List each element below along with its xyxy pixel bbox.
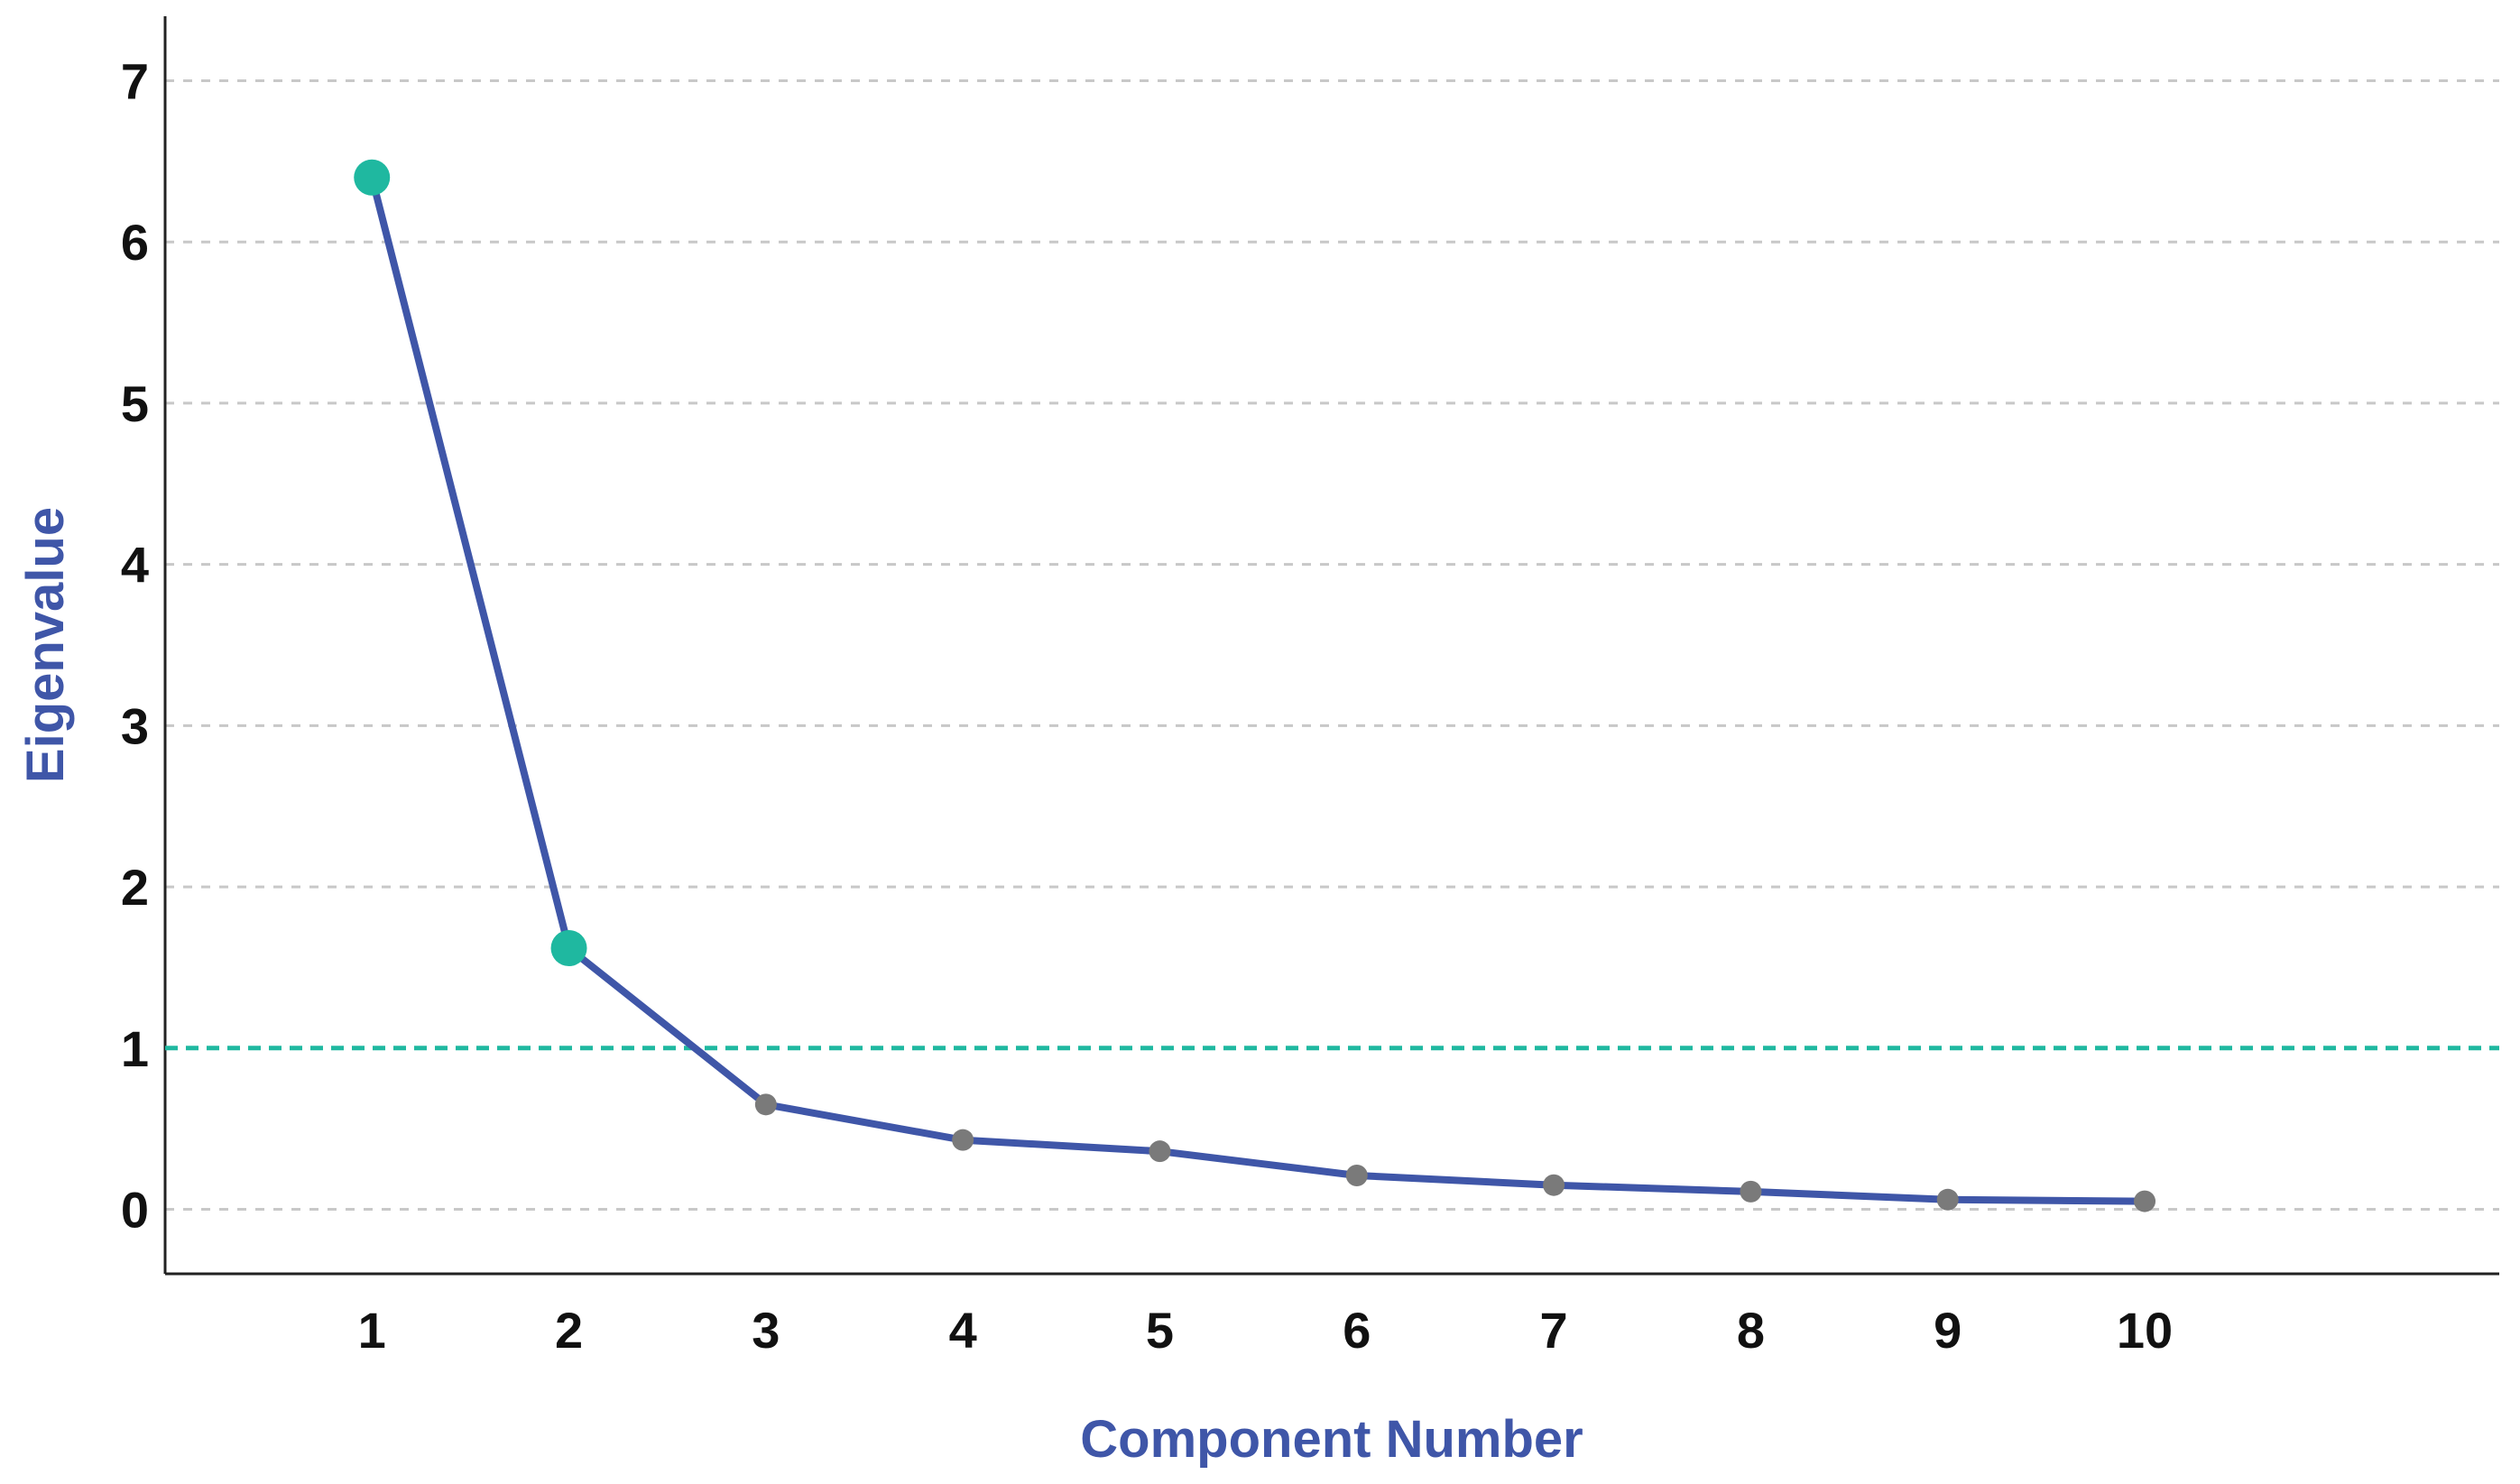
data-point-9 — [1936, 1188, 1959, 1211]
data-point-10 — [2134, 1190, 2156, 1212]
x-tick-labels: 1 2 3 4 5 6 7 8 9 10 — [358, 1302, 2174, 1359]
x-tick-label-2: 3 — [752, 1302, 780, 1359]
x-tick-label-5: 6 — [1343, 1302, 1371, 1359]
y-tick-label-1: 1 — [121, 1020, 149, 1077]
data-point-3 — [754, 1093, 777, 1116]
x-tick-label-0: 1 — [358, 1302, 386, 1359]
y-tick-labels: 0 1 2 3 4 5 6 7 — [121, 52, 149, 1238]
data-point-5 — [1149, 1140, 1171, 1163]
x-tick-label-8: 9 — [1934, 1302, 1962, 1359]
y-tick-label-7: 7 — [121, 52, 149, 109]
y-tick-label-0: 0 — [121, 1182, 149, 1239]
x-tick-label-7: 8 — [1737, 1302, 1765, 1359]
x-tick-label-4: 5 — [1146, 1302, 1174, 1359]
y-tick-label-6: 6 — [121, 214, 149, 271]
data-point-6 — [1345, 1164, 1368, 1186]
data-point-7 — [1543, 1174, 1565, 1196]
x-tick-label-1: 2 — [555, 1302, 583, 1359]
x-tick-label-6: 7 — [1540, 1302, 1568, 1359]
x-tick-label-3: 4 — [949, 1302, 977, 1359]
axes — [163, 16, 2499, 1276]
y-tick-label-3: 3 — [121, 697, 149, 754]
y-tick-label-2: 2 — [121, 859, 149, 916]
data-point-2 — [550, 929, 587, 966]
series-line — [368, 173, 2148, 1205]
y-tick-label-5: 5 — [121, 375, 149, 432]
series-layer — [368, 173, 2148, 1205]
y-tick-label-4: 4 — [121, 537, 149, 594]
grid-lines — [165, 78, 2499, 1212]
x-tick-label-9: 10 — [2117, 1302, 2173, 1359]
data-point-4 — [952, 1129, 974, 1151]
data-point-8 — [1740, 1180, 1762, 1203]
data-point-1 — [354, 159, 391, 196]
y-axis-title: Eigenvalue — [16, 507, 75, 783]
markers — [354, 159, 2156, 1212]
x-axis-title: Component Number — [1080, 1410, 1583, 1469]
